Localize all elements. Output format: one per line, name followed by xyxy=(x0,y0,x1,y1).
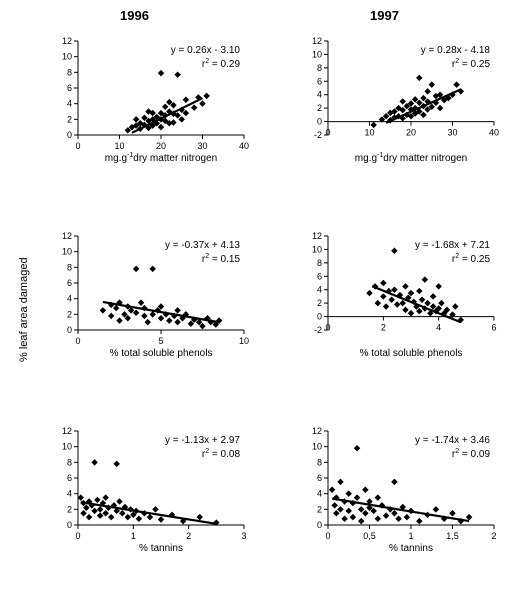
svg-text:4: 4 xyxy=(67,294,72,304)
svg-text:10: 10 xyxy=(312,442,322,452)
svg-text:y = -1.68x + 7.21: y = -1.68x + 7.21 xyxy=(415,240,490,251)
svg-text:40: 40 xyxy=(239,141,249,151)
svg-text:20: 20 xyxy=(406,128,416,138)
svg-text:0: 0 xyxy=(325,531,330,541)
svg-text:10: 10 xyxy=(312,244,322,254)
svg-text:mg.g-1dry matter nitrogen: mg.g-1dry matter nitrogen xyxy=(355,152,467,164)
svg-text:4: 4 xyxy=(67,489,72,499)
svg-text:y = 0.26x - 3.10: y = 0.26x - 3.10 xyxy=(171,45,241,56)
svg-text:10: 10 xyxy=(62,247,72,257)
svg-text:10: 10 xyxy=(114,141,124,151)
svg-text:2: 2 xyxy=(491,531,496,541)
svg-text:% tannins: % tannins xyxy=(389,543,433,554)
svg-text:5: 5 xyxy=(158,336,163,346)
svg-text:2: 2 xyxy=(317,504,322,514)
svg-text:-2: -2 xyxy=(314,130,322,140)
column-header-1996: 1996 xyxy=(120,8,149,23)
chart-panel: 010203040024681012y = 0.26x - 3.10r2 = 0… xyxy=(50,35,250,165)
chart-panel: 010203040-2024681012y = 0.28x - 4.18r2 =… xyxy=(300,35,500,165)
svg-text:30: 30 xyxy=(197,141,207,151)
svg-text:4: 4 xyxy=(436,323,441,333)
svg-text:4: 4 xyxy=(317,285,322,295)
svg-text:1,5: 1,5 xyxy=(446,531,459,541)
svg-text:0,5: 0,5 xyxy=(363,531,376,541)
svg-text:2: 2 xyxy=(67,504,72,514)
svg-text:4: 4 xyxy=(67,99,72,109)
svg-text:6: 6 xyxy=(491,323,496,333)
svg-text:10: 10 xyxy=(312,49,322,59)
svg-text:30: 30 xyxy=(447,128,457,138)
svg-text:4: 4 xyxy=(317,90,322,100)
svg-text:6: 6 xyxy=(317,271,322,281)
svg-text:1: 1 xyxy=(131,531,136,541)
svg-text:10: 10 xyxy=(62,442,72,452)
svg-text:0: 0 xyxy=(317,117,322,127)
svg-text:6: 6 xyxy=(67,83,72,93)
svg-text:8: 8 xyxy=(317,457,322,467)
svg-text:2: 2 xyxy=(317,298,322,308)
svg-text:0: 0 xyxy=(75,141,80,151)
chart-panel: 00,511,52024681012y = -1.74x + 3.46r2 = … xyxy=(300,425,500,555)
svg-text:6: 6 xyxy=(67,278,72,288)
svg-text:4: 4 xyxy=(317,489,322,499)
svg-text:10: 10 xyxy=(364,128,374,138)
svg-text:10: 10 xyxy=(62,52,72,62)
svg-text:0: 0 xyxy=(317,520,322,530)
svg-text:% tannins: % tannins xyxy=(139,543,183,554)
svg-text:2: 2 xyxy=(67,309,72,319)
svg-text:6: 6 xyxy=(317,76,322,86)
svg-text:2: 2 xyxy=(381,323,386,333)
svg-text:0: 0 xyxy=(75,336,80,346)
svg-text:6: 6 xyxy=(67,473,72,483)
svg-text:8: 8 xyxy=(67,67,72,77)
svg-text:8: 8 xyxy=(67,457,72,467)
chart-panel: 0246-2024681012y = -1.68x + 7.21r2 = 0.2… xyxy=(300,230,500,360)
svg-text:8: 8 xyxy=(317,63,322,73)
column-header-1997: 1997 xyxy=(370,8,399,23)
svg-text:8: 8 xyxy=(67,262,72,272)
svg-text:mg.g-1dry matter nitrogen: mg.g-1dry matter nitrogen xyxy=(105,152,217,164)
svg-text:1: 1 xyxy=(408,531,413,541)
svg-text:3: 3 xyxy=(241,531,246,541)
chart-panel: 0510024681012y = -0.37x + 4.13r2 = 0.15%… xyxy=(50,230,250,360)
svg-text:0: 0 xyxy=(67,130,72,140)
svg-text:10: 10 xyxy=(239,336,249,346)
figure-root: 1996 1997 % leaf area damaged 0102030400… xyxy=(0,0,519,594)
svg-text:6: 6 xyxy=(317,473,322,483)
svg-text:0: 0 xyxy=(317,312,322,322)
svg-text:40: 40 xyxy=(489,128,499,138)
svg-text:0: 0 xyxy=(67,325,72,335)
svg-text:0: 0 xyxy=(67,520,72,530)
svg-text:20: 20 xyxy=(156,141,166,151)
svg-text:2: 2 xyxy=(186,531,191,541)
svg-text:12: 12 xyxy=(62,231,72,241)
svg-text:% total soluble phenols: % total soluble phenols xyxy=(360,348,463,359)
svg-text:12: 12 xyxy=(312,36,322,46)
svg-text:y = -1.74x + 3.46: y = -1.74x + 3.46 xyxy=(415,435,490,446)
svg-text:8: 8 xyxy=(317,258,322,268)
shared-y-axis-label: % leaf area damaged xyxy=(18,257,30,362)
svg-text:2: 2 xyxy=(317,103,322,113)
chart-panel: 0123024681012y = -1.13x + 2.97r2 = 0.08%… xyxy=(50,425,250,555)
svg-text:% total soluble phenols: % total soluble phenols xyxy=(110,348,213,359)
svg-text:0: 0 xyxy=(75,531,80,541)
svg-text:2: 2 xyxy=(67,114,72,124)
svg-text:12: 12 xyxy=(62,426,72,436)
svg-text:-2: -2 xyxy=(314,325,322,335)
svg-text:y = -0.37x + 4.13: y = -0.37x + 4.13 xyxy=(165,240,240,251)
svg-text:y = -1.13x + 2.97: y = -1.13x + 2.97 xyxy=(165,435,240,446)
svg-text:y = 0.28x - 4.18: y = 0.28x - 4.18 xyxy=(421,45,491,56)
svg-text:12: 12 xyxy=(312,426,322,436)
svg-text:12: 12 xyxy=(62,36,72,46)
svg-text:12: 12 xyxy=(312,231,322,241)
